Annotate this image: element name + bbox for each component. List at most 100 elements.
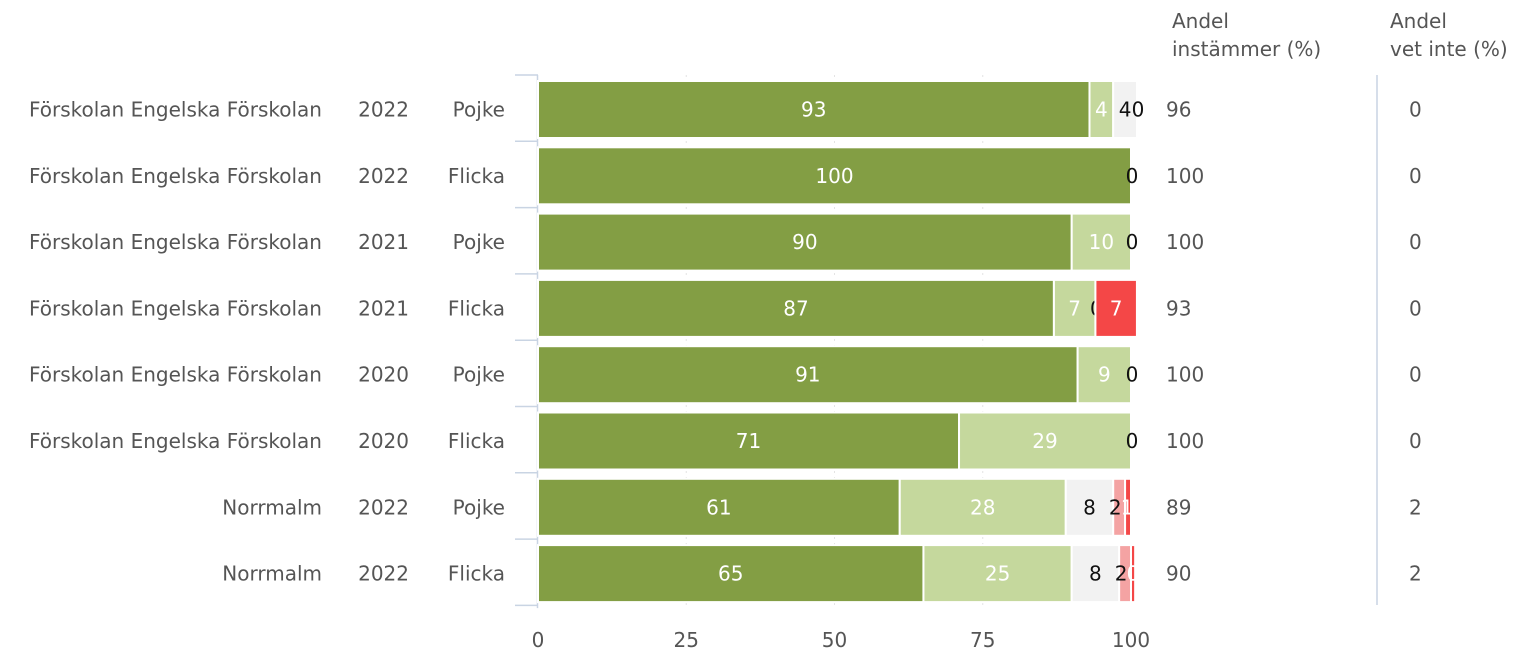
row-unit-label: Norrmalm [222,562,322,586]
bar-data-label-0: 93 [801,98,826,122]
row-year-label: 2022 [358,562,409,586]
bar-data-label-3: 0 [1126,164,1139,188]
bar-segment-2 [1112,80,1138,139]
andel-vet-inte-value: 2 [1409,562,1422,586]
bar-segment-1 [958,411,1133,471]
andel-vet-inte-value: 0 [1409,296,1422,320]
bar-data-label-0: 100 [815,164,853,188]
row-year-label: 2022 [358,164,409,188]
bar-data-label-1: 9 [1098,363,1111,387]
row-year-label: 2020 [358,363,409,387]
andel-instammer-value: 100 [1166,164,1204,188]
andel-vet-inte-value: 0 [1409,429,1422,453]
bar-segment-4 [1130,544,1137,604]
andel-instammer-value: 93 [1166,296,1191,320]
andel-instammer-value: 96 [1166,98,1191,122]
andel-instammer-value: 100 [1166,363,1204,387]
bar-segment-1 [898,477,1067,537]
row-year-label: 2022 [358,98,409,122]
bar-data-label-2: 4 [1119,98,1132,122]
andel-instammer-value: 100 [1166,230,1204,254]
bar-segment-1 [1070,212,1132,272]
bar-segment-0 [537,146,1132,206]
andel-instammer-value: 90 [1166,562,1191,586]
bar-data-label-3: 2 [1115,562,1128,586]
bar-segment-2 [1064,477,1115,537]
bar-data-label-0: 90 [792,230,817,254]
row-unit-label: Förskolan Engelska Förskolan [29,429,322,453]
x-tick-label-25: 25 [674,628,699,651]
andel-vet-inte-value: 0 [1409,230,1422,254]
bar-data-label-1: 25 [985,562,1010,586]
row-gender-label: Pojke [453,495,505,519]
bar-segment-2 [1070,544,1121,604]
bar-data-label-0: 61 [706,495,731,519]
row-gender-label: Flicka [448,562,505,586]
bar-data-label-0: 71 [736,429,761,453]
x-tick-label-100: 100 [1112,628,1150,651]
bar-data-label-2: 8 [1083,495,1096,519]
bar-segment-0 [537,544,925,604]
header-andel-vet-inte-line1: Andel [1390,9,1447,33]
header-andel-instammer-line2: instämmer (%) [1172,37,1322,61]
header-andel-instammer-line1: Andel [1172,9,1229,33]
bar-data-label-1: 29 [1032,429,1057,453]
bar-data-label-3: 0 [1126,429,1139,453]
bar-segment-1 [1052,278,1097,338]
bar-segment-0 [537,212,1073,272]
andel-vet-inte-value: 2 [1409,495,1422,519]
row-unit-label: Förskolan Engelska Förskolan [29,296,322,320]
bar-data-label-4: 1 [1121,495,1134,519]
bar-data-label-4: 0 [1127,562,1140,586]
row-gender-label: Pojke [453,230,505,254]
header-andel-vet-inte-line2: vet inte (%) [1390,37,1508,61]
bar-data-label-1: 28 [970,495,995,519]
bar-data-label-1: 10 [1089,230,1114,254]
header-andel-instammer: Andel instämmer (%) [1172,7,1321,63]
bar-segment-0 [537,477,901,537]
row-unit-label: Förskolan Engelska Förskolan [29,98,322,122]
row-gender-label: Flicka [448,429,505,453]
bar-data-label-2: 8 [1089,562,1102,586]
bar-data-label-1: 7 [1068,296,1081,320]
bar-segment-0 [537,278,1055,338]
bar-segment-0 [537,80,1091,139]
andel-instammer-value: 89 [1166,495,1191,519]
andel-vet-inte-value: 0 [1409,164,1422,188]
row-year-label: 2022 [358,495,409,519]
header-andel-vet-inte: Andel vet inte (%) [1390,7,1508,63]
row-unit-label: Förskolan Engelska Förskolan [29,363,322,387]
bar-segment-4 [1094,278,1138,338]
row-unit-label: Förskolan Engelska Förskolan [29,164,322,188]
row-unit-label: Förskolan Engelska Förskolan [29,230,322,254]
row-gender-label: Pojke [453,98,505,122]
row-gender-label: Flicka [448,296,505,320]
row-gender-label: Flicka [448,164,505,188]
bar-data-label-3: 0 [1126,363,1139,387]
bar-segment-4 [1124,477,1132,537]
bar-segment-0 [537,411,961,471]
row-year-label: 2021 [358,296,409,320]
bar-segment-1 [922,544,1073,604]
bar-data-label-1: 4 [1095,98,1108,122]
andel-vet-inte-value: 0 [1409,363,1422,387]
bar-data-label-0: 91 [795,363,820,387]
bar-data-label-3: 2 [1109,495,1122,519]
row-gender-label: Pojke [453,363,505,387]
bar-data-label-0: 65 [718,562,743,586]
bar-data-label-0: 87 [783,296,808,320]
x-tick-label-0: 0 [532,628,545,651]
row-unit-label: Norrmalm [222,495,322,519]
row-year-label: 2020 [358,429,409,453]
row-year-label: 2021 [358,230,409,254]
bar-data-label-4: 7 [1110,296,1123,320]
x-tick-label-50: 50 [822,628,847,651]
x-tick-label-75: 75 [970,628,995,651]
bar-segment-0 [537,345,1079,405]
bar-segment-1 [1076,345,1133,405]
bar-data-label-3: 0 [1126,230,1139,254]
andel-instammer-value: 100 [1166,429,1204,453]
bar-data-label-3: 0 [1132,98,1145,122]
andel-vet-inte-value: 0 [1409,98,1422,122]
